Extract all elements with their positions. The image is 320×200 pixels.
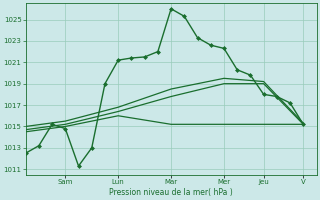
X-axis label: Pression niveau de la mer( hPa ): Pression niveau de la mer( hPa ) xyxy=(109,188,233,197)
